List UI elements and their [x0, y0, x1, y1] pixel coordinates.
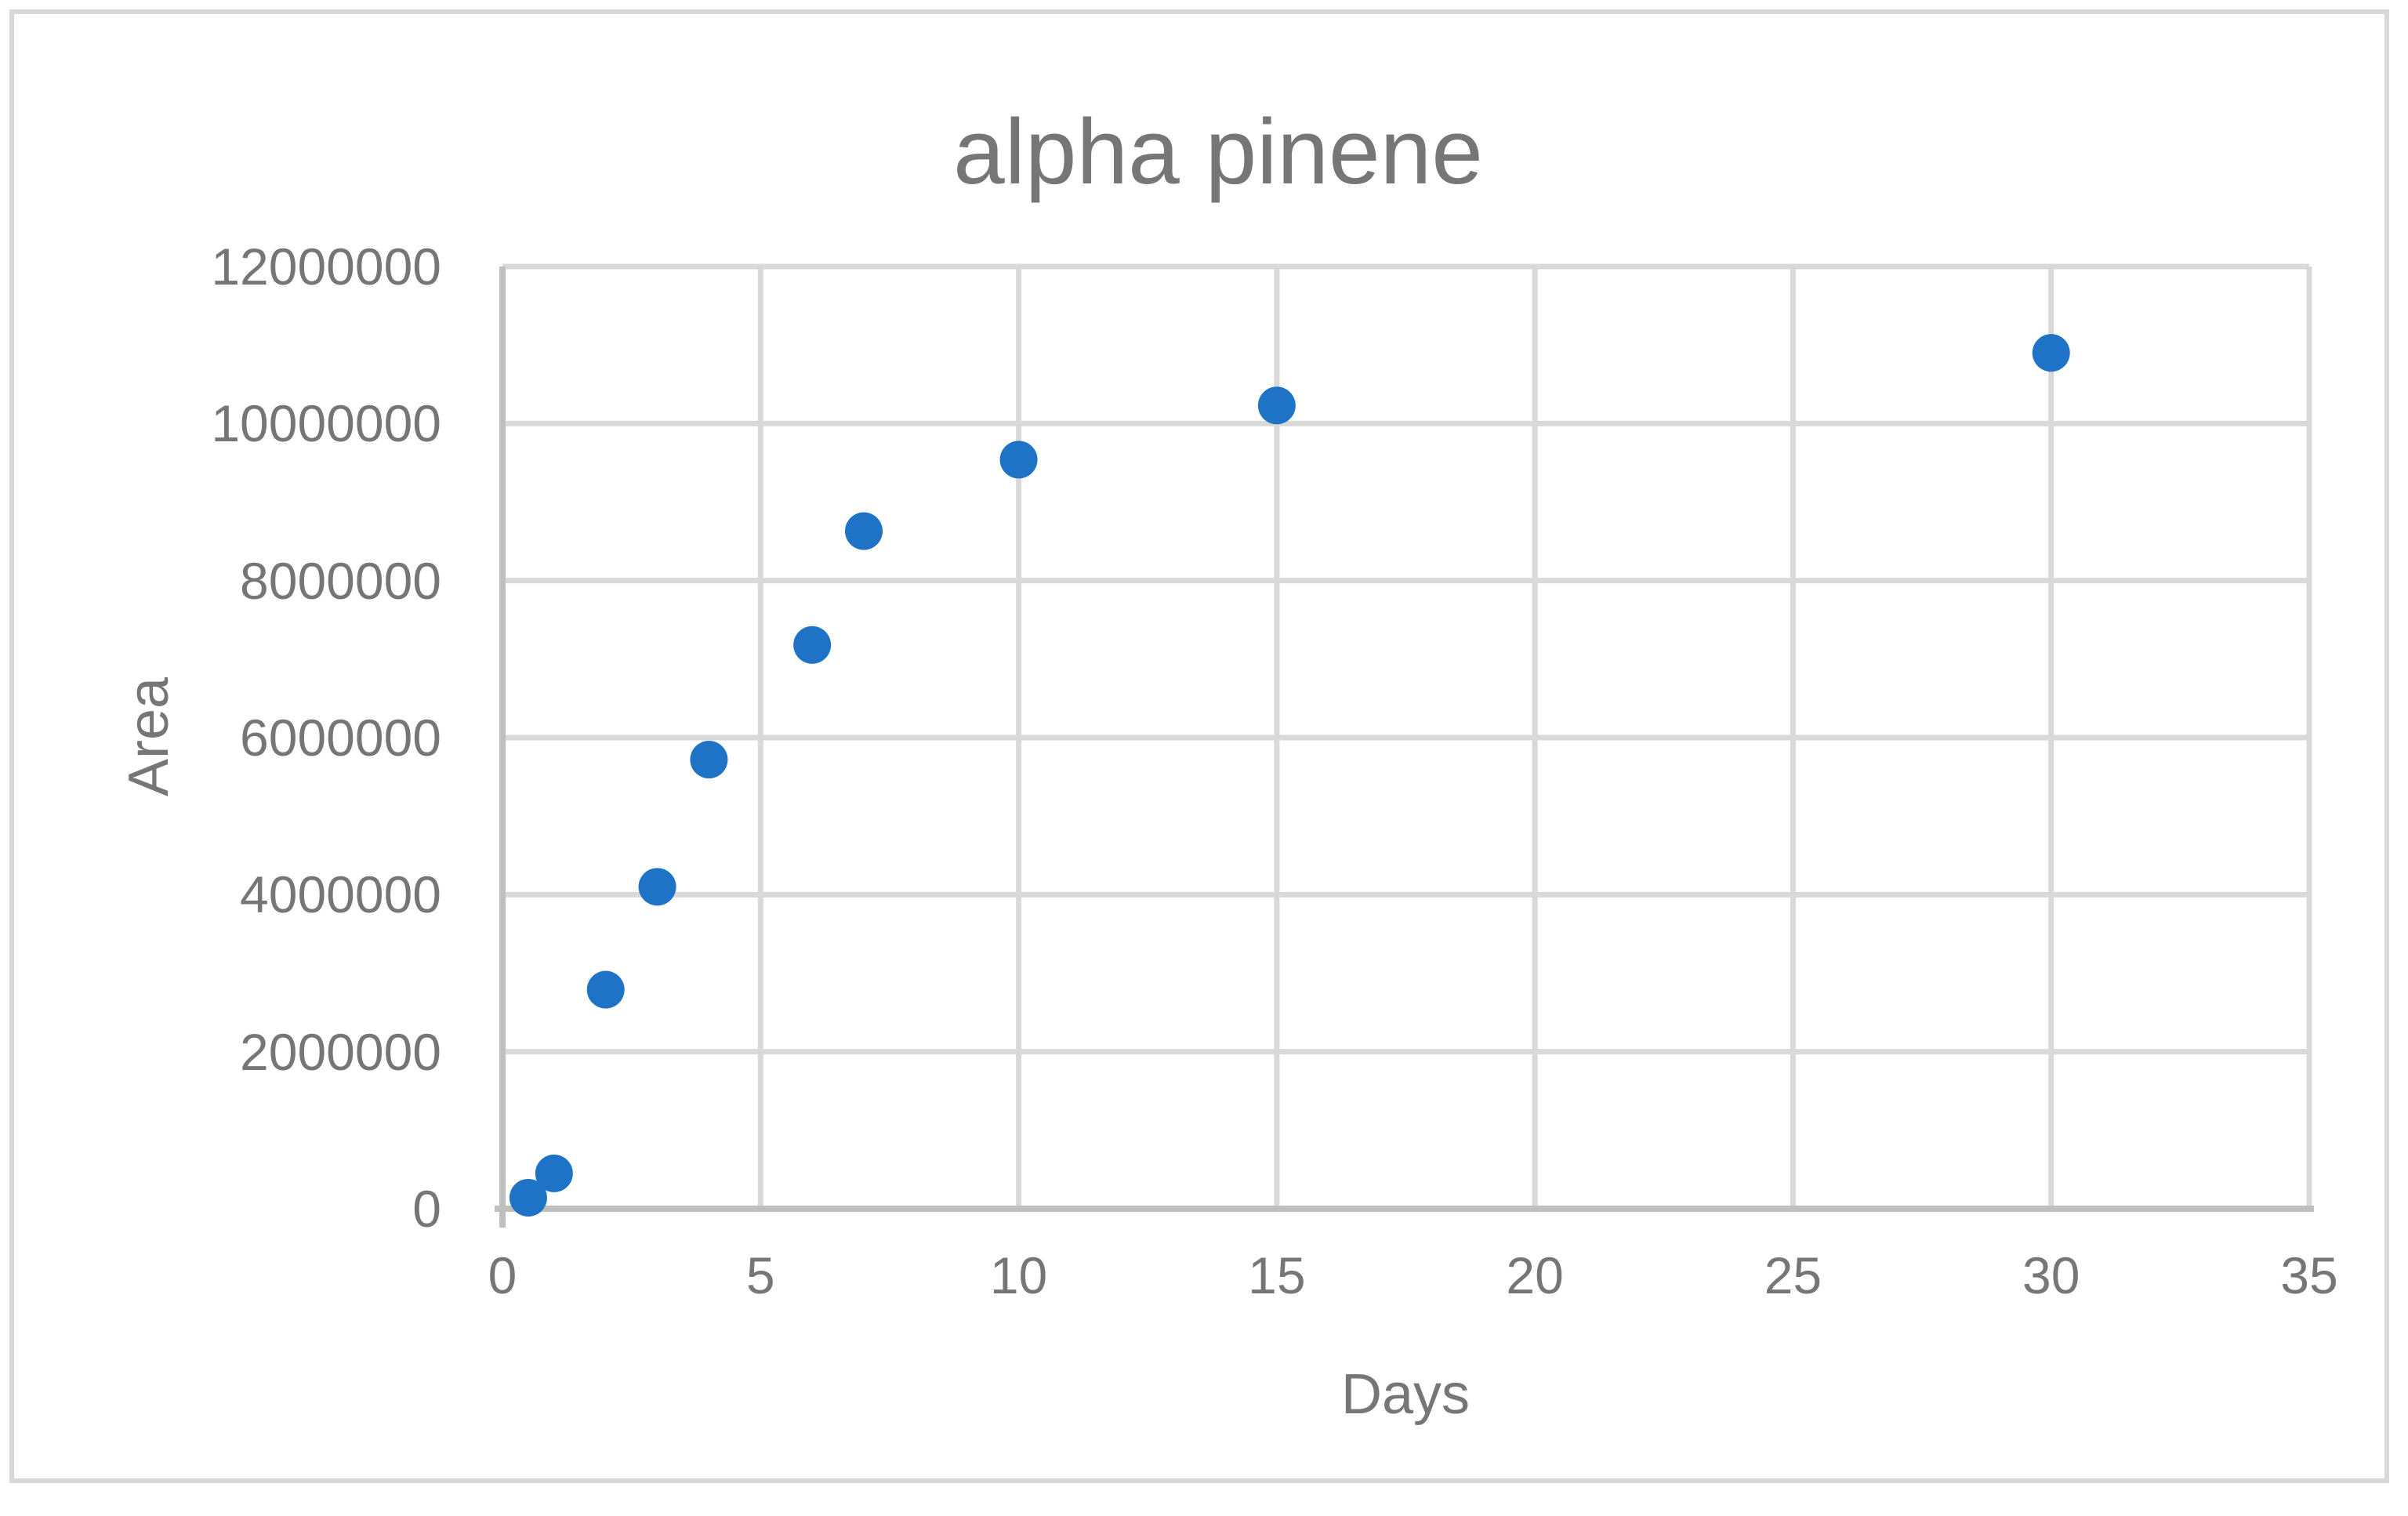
- y-tick-label: 4000000: [240, 865, 441, 924]
- data-point: [999, 441, 1038, 479]
- data-point: [535, 1154, 573, 1192]
- x-tick-label: 30: [2022, 1246, 2080, 1304]
- data-point: [638, 868, 676, 906]
- y-tick-label: 10000000: [211, 394, 441, 453]
- data-point: [793, 626, 832, 664]
- x-tick-label: 0: [488, 1246, 517, 1304]
- data-point: [586, 970, 625, 1009]
- y-tick-label: 0: [412, 1180, 441, 1238]
- data-point: [2032, 334, 2070, 372]
- x-tick-label: 5: [745, 1246, 775, 1304]
- x-tick-label: 35: [2280, 1246, 2338, 1304]
- data-point: [690, 741, 728, 779]
- plot-area: [495, 263, 2314, 1228]
- chart-title: alpha pinene: [953, 100, 1483, 204]
- x-tick-label: 20: [1506, 1246, 1564, 1304]
- x-axis-title: Days: [1340, 1363, 1471, 1426]
- x-tick-label: 15: [1248, 1246, 1306, 1304]
- data-point: [509, 1178, 547, 1217]
- y-tick-label: 6000000: [240, 709, 441, 767]
- x-tick-label: 10: [989, 1246, 1048, 1304]
- data-point: [1257, 386, 1296, 425]
- y-tick-label: 2000000: [240, 1022, 441, 1081]
- chart-frame: alpha pinene Area Days 0 2000000 4000000 60…: [9, 9, 2389, 1483]
- y-tick-label: 12000000: [211, 238, 441, 296]
- data-point: [845, 512, 883, 550]
- y-tick-label: 8000000: [240, 551, 441, 610]
- x-tick-label: 25: [1764, 1246, 1822, 1304]
